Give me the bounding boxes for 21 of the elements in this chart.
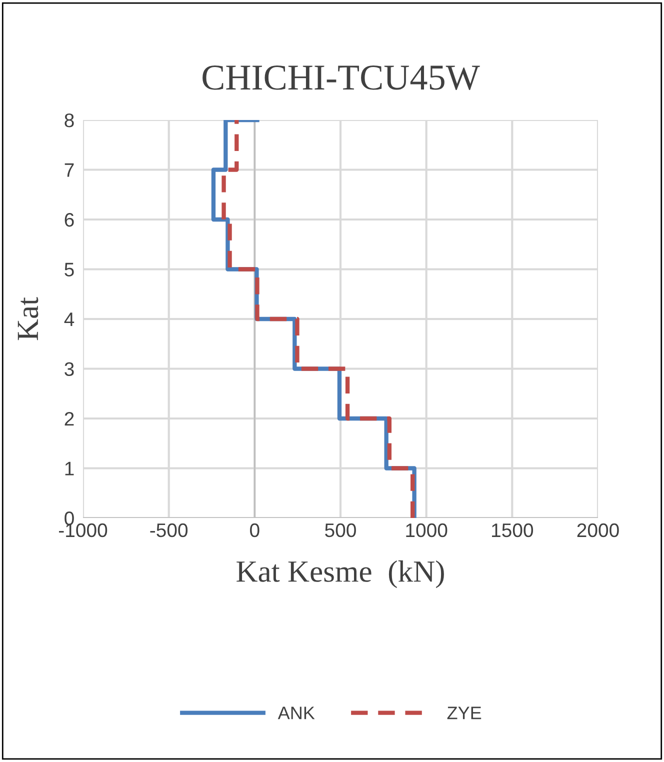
y-tick-label: 4 <box>64 312 74 326</box>
x-tick-label: -500 <box>150 523 188 538</box>
x-tick-label: -1000 <box>59 523 108 538</box>
x-tick-label: 2000 <box>577 523 619 538</box>
y-tick-label: 5 <box>64 262 74 276</box>
x-tick-label: 0 <box>250 523 260 538</box>
y-tick-label: 2 <box>64 412 74 426</box>
x-tick-label: 1000 <box>406 523 448 538</box>
chart-title: CHICHI-TCU45W <box>202 66 480 90</box>
y-tick-label: 0 <box>64 511 74 526</box>
y-axis-title: Kat <box>18 297 38 340</box>
legend-label: ANK <box>278 706 315 720</box>
x-axis-title: Kat Kesme (kN) <box>236 560 444 588</box>
y-tick-label: 1 <box>65 462 74 476</box>
y-tick-label: 7 <box>64 163 74 177</box>
legend-label: ZYE <box>447 706 482 720</box>
y-tick-label: 8 <box>64 113 74 128</box>
y-tick-label: 6 <box>64 212 74 227</box>
x-tick-label: 1500 <box>492 523 534 538</box>
y-tick-label: 3 <box>64 362 74 376</box>
x-tick-label: 500 <box>325 523 356 538</box>
